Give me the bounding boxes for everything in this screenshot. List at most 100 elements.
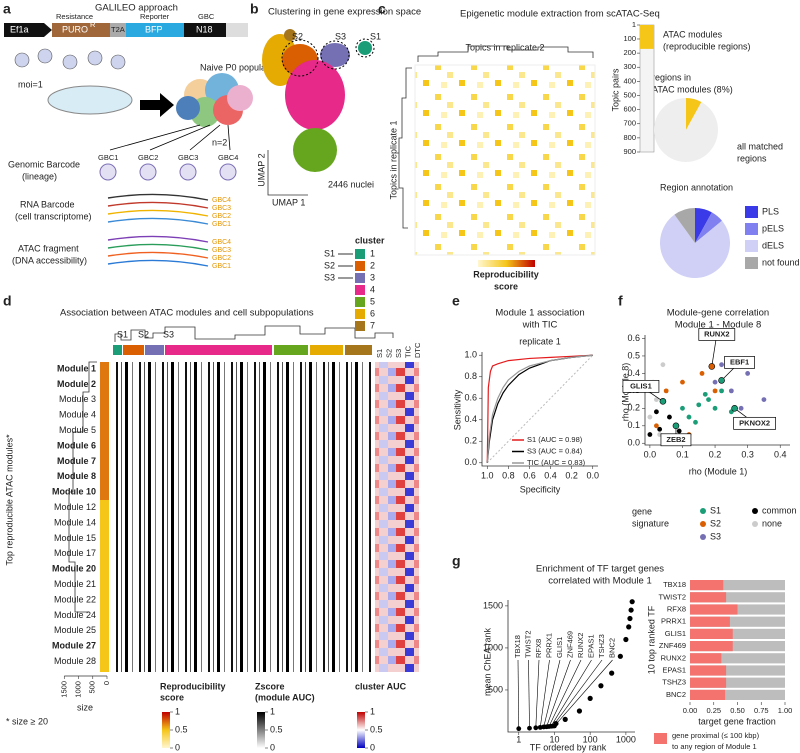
label-connector [535,659,540,728]
point [719,362,724,368]
point [712,405,718,411]
x-tick-label: 500 [88,681,97,694]
x-tick-label: 100 [583,734,598,744]
label-connector [528,659,530,729]
gene-point [672,422,680,430]
y-tick-label: ZNF469 [659,641,686,650]
pie-slice [695,212,722,243]
column-label: S3 [394,349,403,358]
reference-line [486,354,594,464]
y-tick-label: 0.1 [627,420,640,430]
cells [176,73,253,127]
legend-label: 2 [370,260,375,270]
title: correlated with Module 1 [548,576,652,587]
panel-letter: a [3,1,11,17]
gene-label: PKNOX2 [739,418,770,427]
legend-label: 6 [370,308,375,318]
bar-track [690,689,785,700]
reproducibility-bar [100,362,109,500]
colorbar-tick-label: 0 [370,742,375,752]
n18 [184,23,226,37]
legend-label: S2 [710,518,721,528]
title: Module 1 - Module 8 [675,320,762,331]
legend-label: 1 [370,248,375,258]
colorbar-title: score [494,281,518,291]
x-tick-label: 10 [549,734,559,744]
y-label: UMAP 2 [256,153,266,186]
column-label: S2 [384,349,393,358]
row-label: RNA Barcode [20,199,75,209]
point [609,670,615,676]
x-tick-label: 0.3 [741,449,754,459]
tf-label: PRRX1 [544,633,553,658]
umap [262,29,375,172]
y-tick-label: 1.0 [464,350,477,360]
y-tick-label: 0.6 [464,393,477,403]
y-label: 10 top ranked TF [646,605,656,674]
point [654,423,659,429]
x-tick-label: 1 [516,734,521,744]
point [654,397,659,403]
row-label: (lineage) [22,171,57,181]
colorbar-tick-label: 0 [270,742,275,752]
x-tick-label: 1.00 [778,706,793,715]
x-tick-label: 0.6 [523,470,536,480]
t2a [110,23,126,37]
title: Module-gene correlation [667,308,769,319]
point [516,726,522,732]
subpop-label: S3 [163,329,174,339]
module-label: Module 2 [57,379,96,389]
legend-swatch [752,521,758,527]
module-label: Module 4 [59,410,96,420]
bar-track [690,616,785,627]
y-tick-label: 0.6 [627,333,640,343]
read-label: GBC2 [212,213,231,220]
read-label: GBC3 [212,247,231,254]
title: Module 1 association [495,308,584,319]
pie-title: ATAC modules (8%) [652,84,733,94]
point [627,615,633,622]
point [706,397,711,403]
title: Clustering in gene expression space [268,7,421,18]
label-connector [550,659,592,727]
point [738,405,744,411]
legend-swatch [355,309,365,319]
x-tick-label: 0.0 [644,449,657,459]
row-label: (cell transcriptome) [15,211,92,221]
colorbar [162,712,170,748]
y-tick-label: GLIS1 [665,629,686,638]
gene-point [708,363,716,370]
point [693,419,698,425]
legend-swatch [752,508,758,514]
y-tick-label: 700 [623,119,636,128]
axis-label: Topic pairs [610,68,620,112]
pie-title: regions in [652,72,691,82]
legend-label: S3 [710,531,721,541]
x-tick-label: 0.4 [544,470,557,480]
colorbar-tick-label: 1 [370,706,375,716]
module-label: Module 20 [52,564,96,574]
point [660,362,666,368]
point [527,725,532,731]
label-box [622,379,660,393]
bar [690,604,738,615]
y-tick-label: TWIST2 [659,592,687,601]
dendrogram [114,325,394,342]
population: Naive P0 population [200,62,281,72]
module-label: Module 6 [57,440,96,450]
point [552,723,557,729]
construct-label: Ef1a [10,24,29,34]
y-tick-label: 500 [488,684,503,694]
legend-swatch [745,206,758,218]
y-tick-label: RUNX2 [661,653,686,662]
column-label: TIC [403,345,412,358]
x-label: target gene fraction [698,716,776,726]
legend-title: score [160,692,184,702]
y-label: Topics in replicate 1 [388,120,398,199]
title: GALILEO approach [95,3,178,14]
pie-slice [686,98,702,130]
legend-title: Reproducibility [160,681,226,691]
bar [690,628,733,639]
bar [690,592,727,603]
connectors [109,124,231,151]
